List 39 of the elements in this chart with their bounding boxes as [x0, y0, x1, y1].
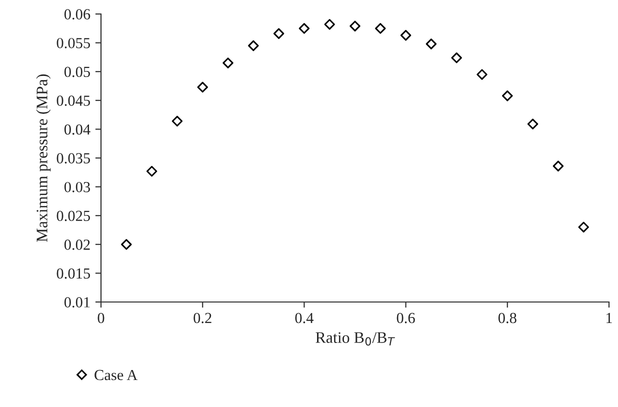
y-axis-title: Maximum pressure (MPa) [36, 74, 51, 242]
point [552, 160, 564, 172]
point [400, 30, 412, 41]
point [502, 90, 513, 102]
point [197, 82, 208, 93]
point [121, 239, 132, 250]
point [350, 20, 360, 32]
point [146, 166, 158, 177]
point [426, 38, 437, 50]
y-tick-label: 0.035 [56, 153, 90, 164]
y-tick-label: 0.06 [64, 9, 90, 20]
legend-label: Case A [94, 370, 138, 380]
x-tick-label: 0.2 [194, 312, 212, 324]
x-axis-title: Ratio B$_{0}$/B$_{T}$ [316, 332, 395, 346]
point [298, 23, 310, 34]
point [527, 118, 538, 130]
y-tick-label: 0.02 [64, 240, 90, 250]
y-tick-label: 0.015 [56, 268, 90, 279]
y-tick-label: 0.045 [56, 96, 90, 106]
y-tick-label: 0.025 [56, 210, 90, 222]
y-tick-label: 0.05 [64, 66, 90, 78]
point [451, 52, 462, 64]
y-tick-label: 0.04 [64, 124, 90, 135]
y-tick-label: 0.01 [64, 297, 90, 308]
y-tick-label: 0.03 [64, 182, 90, 192]
point [324, 18, 335, 30]
x-tick-label: 0.8 [498, 312, 516, 324]
point [172, 116, 183, 127]
y-tick-label: 0.055 [56, 38, 90, 48]
point [248, 40, 259, 52]
x-tick-label: 0.4 [295, 312, 314, 324]
point [476, 69, 488, 80]
point [273, 28, 284, 39]
x-tick-label: 1 [606, 312, 612, 324]
x-tick-label: 0 [98, 312, 104, 324]
point [578, 222, 589, 232]
point [375, 23, 386, 34]
point [222, 58, 234, 68]
x-tick-label: 0.6 [396, 312, 415, 324]
